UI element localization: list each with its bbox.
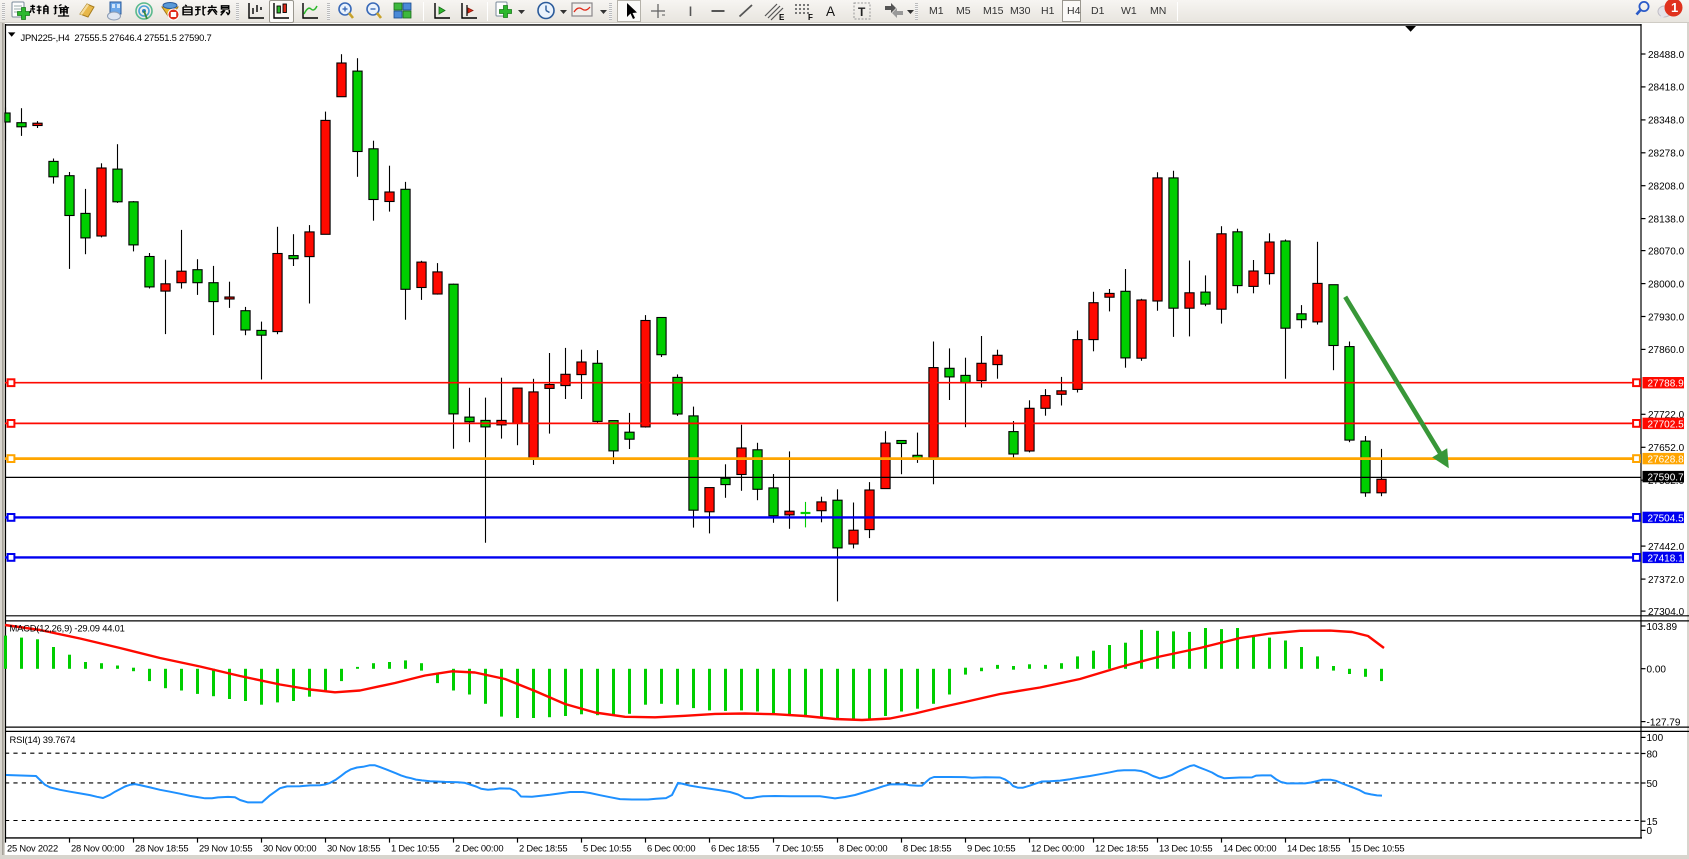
svg-text:1: 1 <box>1671 0 1678 15</box>
svg-text:28070.0: 28070.0 <box>1648 246 1685 257</box>
svg-text:27930.0: 27930.0 <box>1648 312 1685 323</box>
svg-text:27504.5: 27504.5 <box>1648 513 1685 524</box>
svg-text:28278.0: 28278.0 <box>1648 149 1685 160</box>
svg-text:100: 100 <box>1647 733 1664 744</box>
svg-text:T: T <box>858 5 866 19</box>
svg-text:28348.0: 28348.0 <box>1648 116 1685 127</box>
svg-text:7 Dec 10:55: 7 Dec 10:55 <box>775 843 823 854</box>
svg-text:29 Nov 10:55: 29 Nov 10:55 <box>199 843 252 854</box>
svg-text:27418.1: 27418.1 <box>1648 553 1685 564</box>
svg-text:E: E <box>779 13 785 22</box>
svg-text:30 Nov 00:00: 30 Nov 00:00 <box>263 843 316 854</box>
svg-text:27304.0: 27304.0 <box>1648 607 1685 618</box>
svg-text:103.89: 103.89 <box>1647 622 1678 633</box>
svg-text:27652.0: 27652.0 <box>1648 443 1685 454</box>
svg-text:14 Dec 18:55: 14 Dec 18:55 <box>1287 843 1340 854</box>
svg-text:27788.9: 27788.9 <box>1648 379 1685 390</box>
svg-text:RSI(14) 39.7674: RSI(14) 39.7674 <box>10 734 76 745</box>
svg-text:1 Dec 10:55: 1 Dec 10:55 <box>391 843 439 854</box>
svg-text:27722.0: 27722.0 <box>1648 410 1685 421</box>
svg-text:2 Dec 18:55: 2 Dec 18:55 <box>519 843 567 854</box>
svg-text:12 Dec 18:55: 12 Dec 18:55 <box>1095 843 1148 854</box>
svg-text:6 Dec 00:00: 6 Dec 00:00 <box>647 843 695 854</box>
svg-text:27702.5: 27702.5 <box>1648 419 1685 430</box>
svg-text:28 Nov 18:55: 28 Nov 18:55 <box>135 843 188 854</box>
svg-text:28138.0: 28138.0 <box>1648 214 1685 225</box>
svg-text:27860.0: 27860.0 <box>1648 345 1685 356</box>
svg-text:-127.79: -127.79 <box>1647 717 1681 728</box>
svg-text:5 Dec 10:55: 5 Dec 10:55 <box>583 843 631 854</box>
svg-text:27590.7: 27590.7 <box>1648 473 1685 484</box>
svg-text:28208.0: 28208.0 <box>1648 182 1685 193</box>
svg-text:MACD(12,26,9) -29.09 44.01: MACD(12,26,9) -29.09 44.01 <box>10 623 125 634</box>
svg-text:2 Dec 00:00: 2 Dec 00:00 <box>455 843 503 854</box>
svg-text:0.00: 0.00 <box>1647 665 1667 676</box>
svg-text:27628.8: 27628.8 <box>1648 455 1685 466</box>
svg-text:50: 50 <box>1647 779 1659 790</box>
svg-text:30 Nov 18:55: 30 Nov 18:55 <box>327 843 380 854</box>
svg-text:JPN225-,H4 27555.5 27646.4 27: JPN225-,H4 27555.5 27646.4 27551.5 27590… <box>21 32 212 43</box>
svg-text:15 Dec 10:55: 15 Dec 10:55 <box>1351 843 1404 854</box>
svg-text:8 Dec 00:00: 8 Dec 00:00 <box>839 843 887 854</box>
svg-text:0: 0 <box>1647 826 1653 837</box>
svg-text:12 Dec 00:00: 12 Dec 00:00 <box>1031 843 1084 854</box>
svg-text:28000.0: 28000.0 <box>1648 279 1685 290</box>
svg-text:6 Dec 18:55: 6 Dec 18:55 <box>711 843 759 854</box>
svg-text:9 Dec 10:55: 9 Dec 10:55 <box>967 843 1015 854</box>
svg-text:28418.0: 28418.0 <box>1648 83 1685 94</box>
svg-text:F: F <box>808 13 813 22</box>
svg-text:28 Nov 00:00: 28 Nov 00:00 <box>71 843 124 854</box>
svg-text:25 Nov 2022: 25 Nov 2022 <box>7 843 58 854</box>
svg-text:8 Dec 18:55: 8 Dec 18:55 <box>903 843 951 854</box>
svg-text:27442.0: 27442.0 <box>1648 542 1685 553</box>
svg-text:14 Dec 00:00: 14 Dec 00:00 <box>1223 843 1276 854</box>
svg-text:80: 80 <box>1647 749 1659 760</box>
svg-text:27372.0: 27372.0 <box>1648 575 1685 586</box>
svg-text:15: 15 <box>1647 817 1659 828</box>
svg-text:28488.0: 28488.0 <box>1648 50 1685 61</box>
svg-text:13 Dec 10:55: 13 Dec 10:55 <box>1159 843 1212 854</box>
